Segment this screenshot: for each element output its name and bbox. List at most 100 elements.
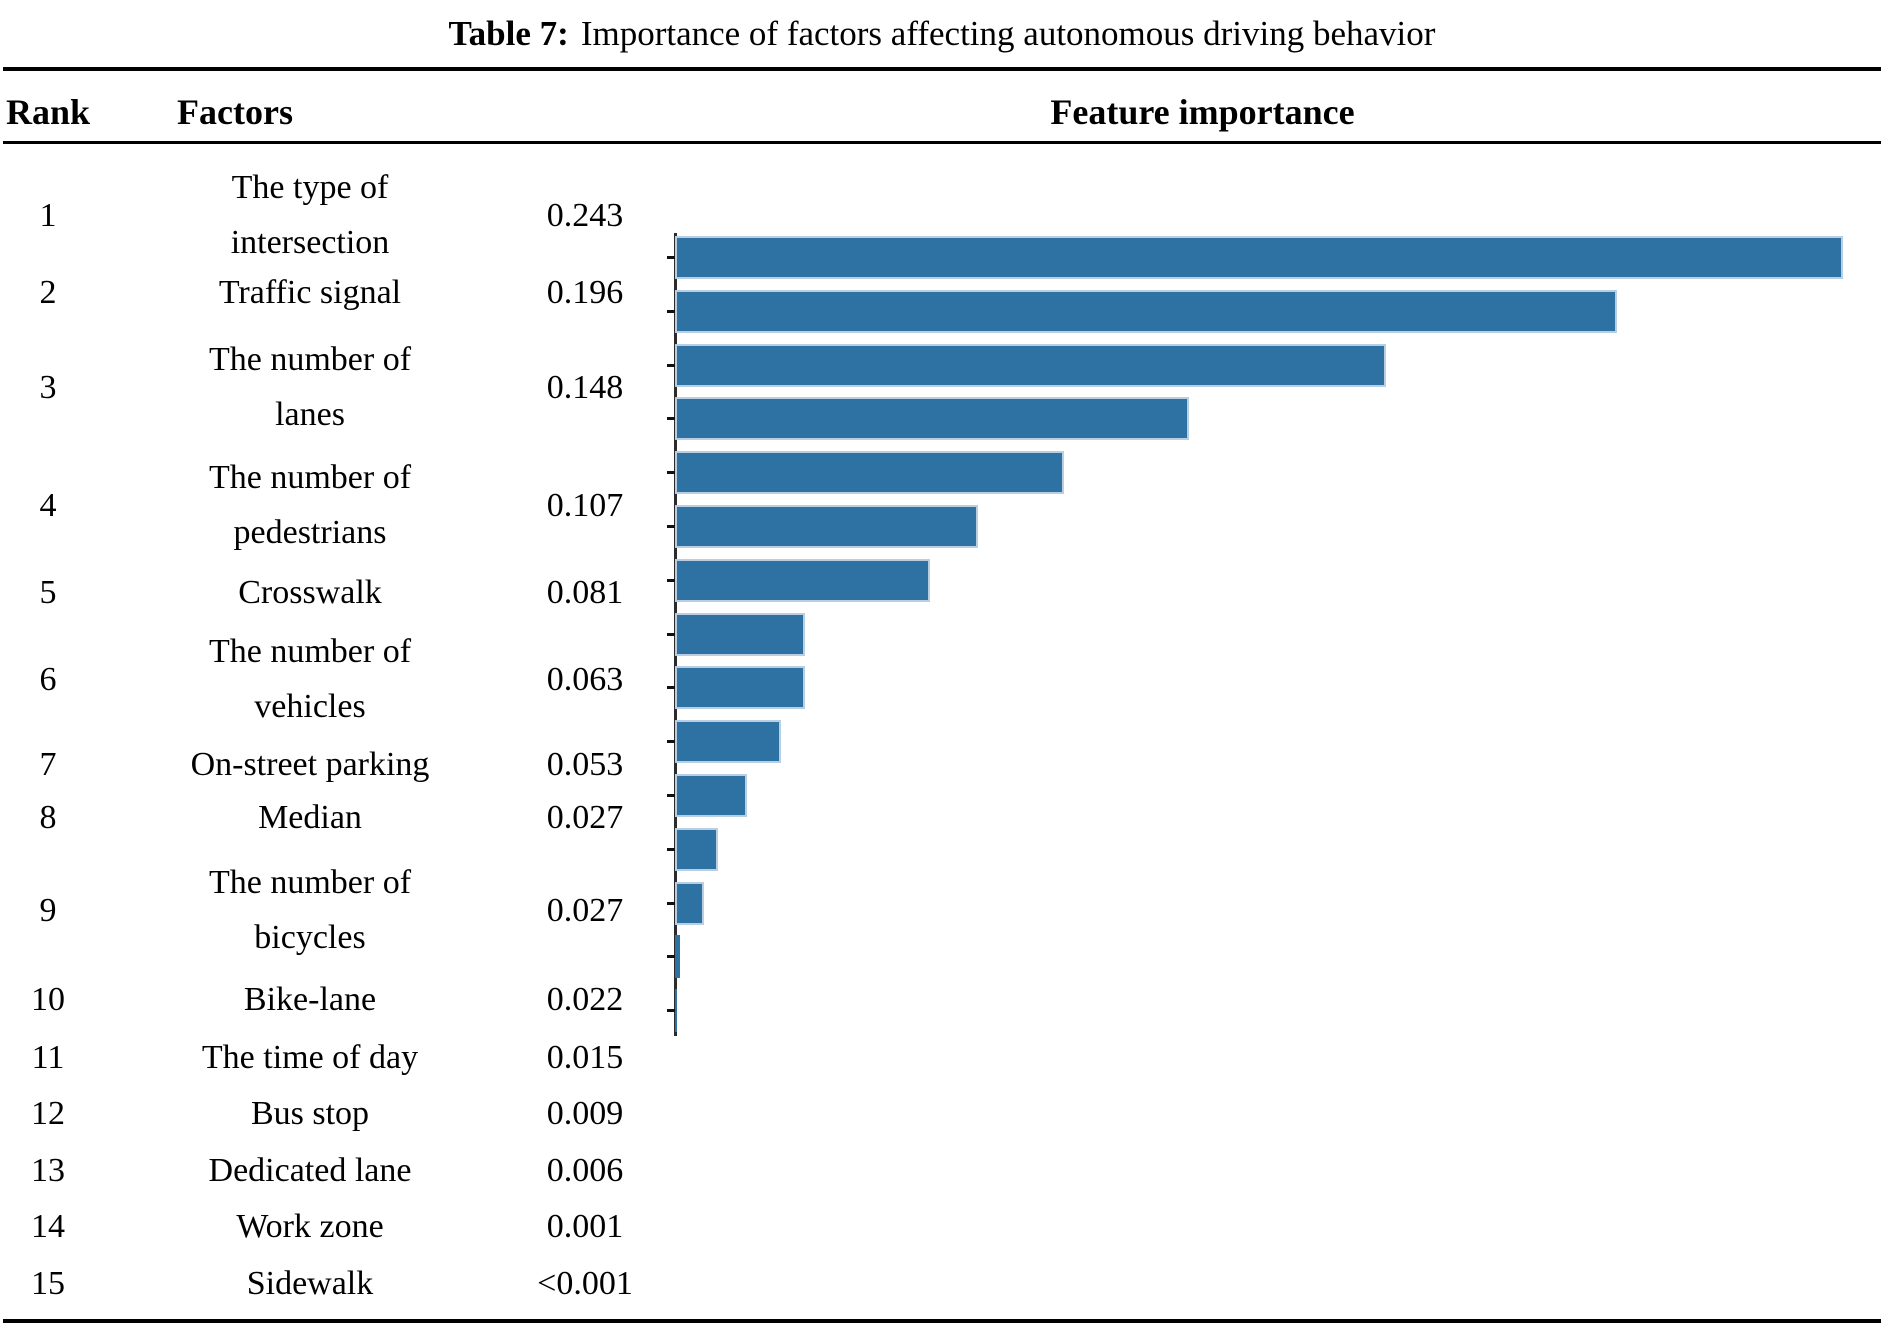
value-cell: 0.053: [546, 745, 624, 783]
bottom-rule: [3, 1319, 1881, 1323]
factor-cell: Dedicated lane: [110, 1143, 510, 1198]
factor-line: intersection: [230, 224, 390, 261]
bar: [675, 558, 930, 602]
value-cell: <0.001: [537, 1264, 633, 1302]
rank-cell: 7: [39, 745, 57, 783]
value-cell: 0.027: [546, 891, 624, 929]
rank-cell: 6: [39, 660, 57, 698]
axis-tick: [667, 471, 675, 475]
factor-cell: Sidewalk: [110, 1256, 510, 1311]
rank-cell: 9: [39, 891, 57, 929]
table-row: 1 The type of intersection 0.243: [0, 160, 1884, 270]
factor-line: The number of: [208, 341, 412, 378]
factor-line: Crosswalk: [238, 573, 382, 611]
axis-tick: [667, 686, 675, 690]
value-cell: 0.148: [546, 368, 624, 406]
factor-line: The type of: [231, 169, 389, 206]
table-row: 10 Bike-lane 0.022: [0, 972, 1884, 1027]
bar: [675, 236, 1843, 279]
axis-tick: [667, 794, 675, 797]
factor-cell: Work zone: [110, 1199, 510, 1254]
table-row: 11 The time of day 0.015: [0, 1030, 1884, 1085]
bar: [675, 720, 781, 764]
factor-cell: The number of bicycles: [110, 855, 510, 965]
bar: [675, 935, 680, 979]
factor-line: Work zone: [236, 1207, 384, 1245]
factor-cell: Bike-lane: [110, 972, 510, 1027]
bar: [675, 289, 1617, 333]
bar: [675, 666, 805, 710]
table-row: 14 Work zone 0.001: [0, 1199, 1884, 1254]
table-row: 7 On-street parking 0.053: [0, 737, 1884, 792]
table-row: 5 Crosswalk 0.081: [0, 565, 1884, 620]
factor-line: lanes: [275, 396, 345, 433]
axis-tick: [667, 525, 675, 528]
axis-tick: [667, 955, 675, 959]
axis-tick: [667, 901, 675, 905]
factor-line: Traffic signal: [218, 273, 402, 311]
table-row: 13 Dedicated lane 0.006: [0, 1143, 1884, 1198]
table-row: 9 The number of bicycles 0.027: [0, 855, 1884, 965]
table-row: 4 The number of pedestrians 0.107: [0, 450, 1884, 560]
factor-cell: The number of vehicles: [110, 624, 510, 734]
value-cell: 0.243: [546, 196, 624, 234]
table-row: 12 Bus stop 0.009: [0, 1086, 1884, 1141]
axis-tick: [667, 417, 675, 421]
rank-cell: 14: [31, 1207, 65, 1245]
factor-line: bicycles: [254, 919, 366, 956]
table-row: 3 The number of lanes 0.148: [0, 332, 1884, 442]
value-cell: 0.006: [546, 1151, 624, 1189]
value-cell: 0.027: [546, 798, 624, 836]
factor-line: Dedicated lane: [208, 1151, 412, 1189]
value-cell: 0.022: [546, 980, 624, 1018]
rank-cell: 3: [39, 368, 57, 406]
value-cell: 0.196: [546, 273, 624, 311]
table-caption-number: Table 7:: [448, 14, 569, 53]
factor-line: Bus stop: [250, 1094, 370, 1132]
rank-cell: 11: [31, 1038, 65, 1076]
table-row: 8 Median 0.027: [0, 790, 1884, 845]
table-row: 6 The number of vehicles 0.063: [0, 624, 1884, 734]
rank-cell: 1: [39, 196, 57, 234]
column-header-rank: Rank: [5, 92, 91, 132]
bar: [675, 397, 1189, 441]
bar: [675, 881, 704, 925]
factor-line: The number of: [208, 864, 412, 901]
header-rule: [3, 141, 1881, 144]
value-cell: 0.063: [546, 660, 624, 698]
factor-line: pedestrians: [233, 514, 387, 551]
value-cell: 0.107: [546, 486, 624, 524]
top-rule: [3, 67, 1881, 71]
axis-tick: [667, 632, 675, 636]
factor-cell: The number of pedestrians: [110, 450, 510, 560]
axis-tick: [667, 578, 675, 582]
table-caption-text: Importance of factors affecting autonomo…: [580, 14, 1436, 53]
factor-line: Median: [258, 798, 362, 836]
factor-line: Sidewalk: [246, 1264, 374, 1302]
bar: [675, 343, 1386, 387]
bar: [675, 451, 1064, 495]
factor-cell: Crosswalk: [110, 565, 510, 620]
table-row: 15 Sidewalk <0.001: [0, 1256, 1884, 1311]
value-cell: 0.001: [546, 1207, 624, 1245]
factor-cell: Bus stop: [110, 1086, 510, 1141]
column-header-feature-importance: Feature importance: [1050, 92, 1355, 132]
factor-line: On-street parking: [190, 745, 430, 783]
axis-tick: [667, 256, 675, 259]
rank-cell: 5: [39, 573, 57, 611]
rank-cell: 15: [31, 1264, 65, 1302]
factor-line: Bike-lane: [243, 980, 377, 1018]
bar: [675, 774, 747, 817]
value-cell: 0.081: [546, 573, 624, 611]
factor-cell: The time of day: [110, 1030, 510, 1085]
rank-cell: 12: [31, 1094, 65, 1132]
bar: [675, 505, 978, 548]
factor-line: The number of: [208, 633, 412, 670]
bar: [675, 612, 805, 656]
column-header-factors: Factors: [177, 92, 293, 132]
axis-tick: [667, 847, 675, 851]
factor-cell: The number of lanes: [110, 332, 510, 442]
rank-cell: 4: [39, 486, 57, 524]
axis-tick: [667, 1009, 675, 1013]
